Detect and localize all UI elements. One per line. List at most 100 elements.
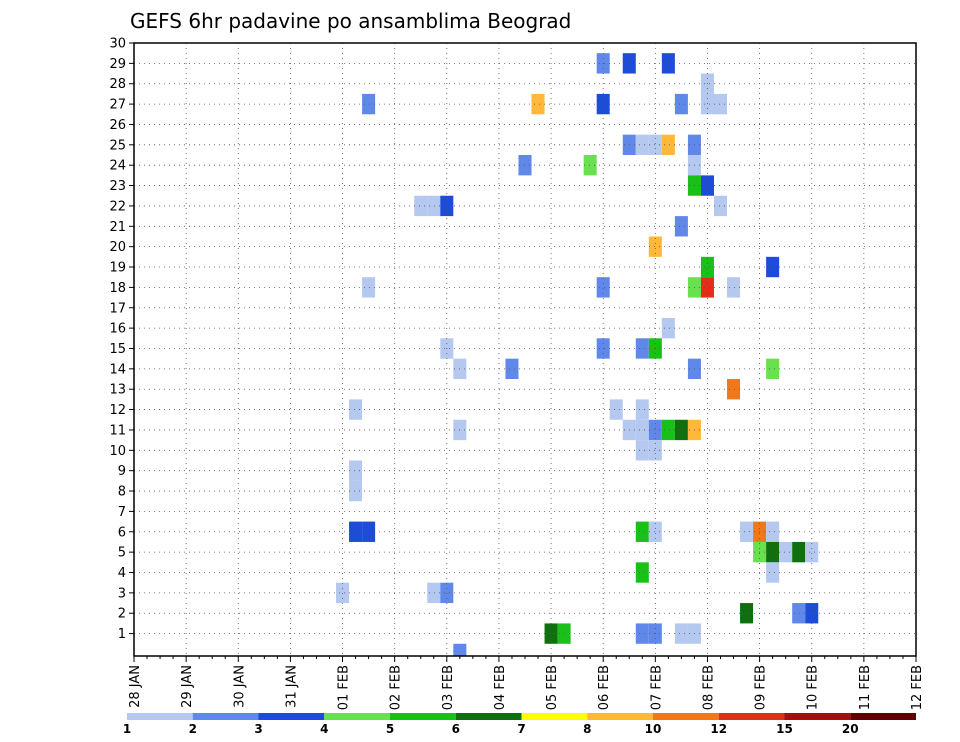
x-axis: 28 JAN 29 JAN 30 JAN 31 JAN 01 FEB 02 FEB 03 F… — [128, 656, 925, 710]
heat-cell — [727, 379, 741, 400]
y-tick-label: 22 — [109, 199, 126, 214]
y-tick-label: 25 — [109, 138, 126, 153]
heat-cell — [596, 277, 610, 298]
colorbar-swatch — [258, 713, 325, 720]
x-tick-label: 30 JAN — [232, 665, 247, 708]
heat-cell — [427, 582, 441, 604]
heat-cell — [349, 460, 363, 481]
heat-cell — [609, 399, 623, 420]
colorbar-label: 4 — [320, 722, 328, 736]
y-tick-label: 12 — [109, 403, 126, 418]
x-tick-label: 10 FEB — [806, 665, 821, 710]
y-tick-label: 6 — [118, 525, 126, 540]
colorbar-label: 1 — [123, 722, 131, 736]
data-cells — [336, 53, 819, 656]
heat-cell — [713, 195, 728, 217]
y-tick-label: 8 — [118, 485, 126, 500]
y-tick-label: 27 — [109, 98, 126, 113]
y-tick-label: 20 — [109, 240, 126, 255]
heat-cell — [766, 562, 780, 583]
y-tick-label: 5 — [118, 546, 126, 561]
heat-cell — [740, 603, 754, 624]
colorbar-label: 12 — [710, 722, 727, 736]
x-tick-label: 02 FEB — [389, 665, 404, 710]
heat-cell — [727, 277, 741, 298]
y-tick-label: 30 — [109, 37, 126, 52]
colorbar-label: 2 — [189, 722, 197, 736]
heat-cell — [674, 623, 688, 644]
heat-cell — [700, 175, 714, 196]
x-tick-label: 09 FEB — [754, 665, 769, 710]
heat-cell — [661, 419, 675, 441]
heat-cell — [505, 358, 519, 380]
heat-cell — [362, 277, 376, 298]
colorbar-swatch — [521, 713, 588, 720]
colorbar-swatch — [192, 713, 259, 720]
heat-cell — [635, 399, 649, 420]
heat-cell — [635, 134, 649, 156]
heat-cell — [349, 521, 363, 542]
colorbar-label: 7 — [517, 722, 525, 736]
plot-frame — [133, 42, 917, 657]
y-tick-label: 9 — [118, 464, 126, 479]
heat-cell — [648, 440, 662, 461]
heat-cell — [635, 440, 649, 461]
heat-cell — [635, 419, 649, 441]
grid-lines — [134, 42, 916, 656]
heat-cell — [635, 562, 649, 583]
y-tick-label: 1 — [118, 627, 126, 642]
colorbar-swatch — [390, 713, 456, 720]
heat-cell — [700, 93, 714, 115]
heat-cell — [700, 277, 714, 298]
colorbar-label: 3 — [254, 722, 262, 736]
colorbar-swatch — [653, 713, 719, 720]
y-tick-label: 24 — [109, 159, 126, 174]
heat-cell — [596, 93, 610, 115]
heat-cell — [792, 541, 806, 563]
heat-cell — [766, 541, 780, 563]
y-tick-label: 3 — [118, 586, 126, 601]
chart-title: GEFS 6hr padavine po ansamblima Beograd — [130, 9, 571, 33]
heat-cell — [440, 195, 454, 217]
y-tick-label: 10 — [109, 444, 126, 459]
colorbar-label: 15 — [776, 722, 793, 736]
y-tick-label: 18 — [109, 281, 126, 296]
heat-cell — [740, 521, 754, 542]
y-tick-label: 15 — [109, 342, 126, 357]
y-tick-label: 29 — [109, 57, 126, 72]
y-tick-label: 28 — [109, 77, 126, 92]
x-tick-label: 06 FEB — [597, 665, 612, 710]
heat-cell — [635, 338, 649, 359]
y-tick-label: 2 — [118, 607, 126, 622]
heat-cell — [766, 521, 780, 542]
heat-cell — [805, 541, 819, 563]
x-tick-label: 05 FEB — [545, 665, 560, 710]
heat-cell — [648, 236, 662, 257]
heat-cell — [440, 582, 454, 604]
x-tick-label: 12 FEB — [910, 665, 925, 710]
y-tick-label: 13 — [109, 383, 126, 398]
heat-cell — [648, 134, 662, 156]
y-tick-label: 23 — [109, 179, 126, 194]
heat-cell — [713, 93, 728, 115]
x-tick-label: 03 FEB — [441, 665, 456, 710]
heat-cell — [362, 93, 376, 115]
colorbar-swatch — [587, 713, 653, 720]
y-tick-label: 16 — [109, 322, 126, 337]
x-tick-label: 28 JAN — [128, 665, 143, 708]
heat-cell — [700, 256, 714, 278]
heat-cell — [674, 419, 688, 441]
heat-cell — [362, 521, 376, 542]
heat-cell — [635, 623, 649, 644]
heat-cell — [661, 317, 675, 339]
heat-cell — [531, 93, 545, 115]
x-tick-label: 11 FEB — [858, 665, 873, 710]
x-tick-label: 31 JAN — [284, 665, 299, 708]
heat-cell — [674, 93, 688, 115]
heat-cell — [336, 582, 350, 604]
colorbar-swatch — [718, 713, 785, 720]
heat-cell — [648, 419, 662, 441]
x-tick-label: 01 FEB — [337, 665, 352, 710]
y-tick-label: 26 — [109, 118, 126, 133]
y-tick-label: 14 — [109, 362, 126, 377]
